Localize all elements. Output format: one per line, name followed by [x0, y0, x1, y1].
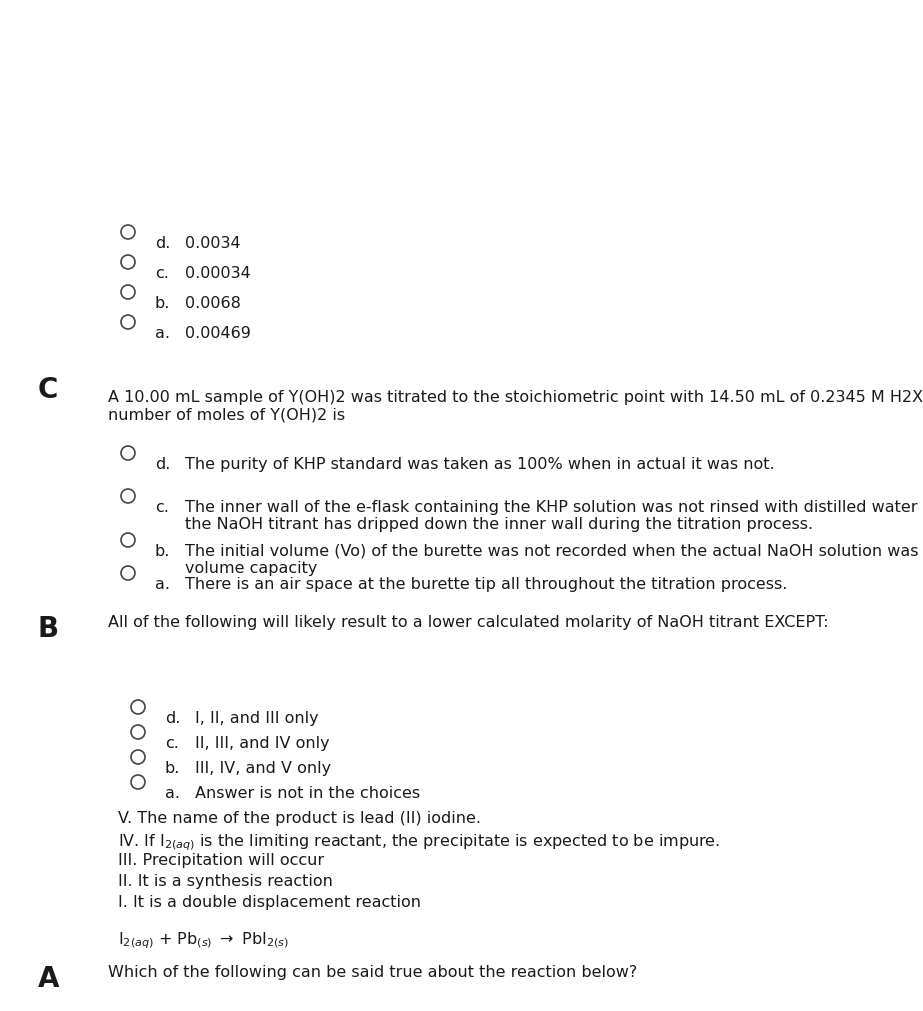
Text: a.: a. — [155, 577, 170, 592]
Text: Which of the following can be said true about the reaction below?: Which of the following can be said true … — [108, 966, 637, 980]
Text: III, IV, and V only: III, IV, and V only — [195, 761, 331, 776]
Text: All of the following will likely result to a lower calculated molarity of NaOH t: All of the following will likely result … — [108, 615, 829, 630]
Text: 0.00034: 0.00034 — [185, 266, 251, 281]
Text: b.: b. — [155, 544, 171, 559]
Text: 0.0034: 0.0034 — [185, 236, 241, 251]
Text: C: C — [38, 376, 58, 404]
Text: I, II, and III only: I, II, and III only — [195, 711, 318, 726]
Text: 0.0068: 0.0068 — [185, 296, 241, 311]
Text: b.: b. — [155, 296, 171, 311]
Text: d.: d. — [165, 711, 180, 726]
Text: a.: a. — [165, 786, 180, 801]
Text: The initial volume (Vo) of the burette was not recorded when the actual NaOH sol: The initial volume (Vo) of the burette w… — [185, 544, 923, 576]
Text: Answer is not in the choices: Answer is not in the choices — [195, 786, 420, 801]
Text: a.: a. — [155, 326, 170, 341]
Text: A 10.00 mL sample of Y(OH)2 was titrated to the stoichiometric point with 14.50 : A 10.00 mL sample of Y(OH)2 was titrated… — [108, 390, 923, 423]
Text: 0.00469: 0.00469 — [185, 326, 251, 341]
Text: There is an air space at the burette tip all throughout the titration process.: There is an air space at the burette tip… — [185, 577, 787, 592]
Text: III. Precipitation will occur: III. Precipitation will occur — [118, 853, 324, 868]
Text: d.: d. — [155, 457, 171, 472]
Text: I$_{2(aq)}$ + Pb$_{(s)}$ $\rightarrow$ PbI$_{2(s)}$: I$_{2(aq)}$ + Pb$_{(s)}$ $\rightarrow$ P… — [118, 930, 289, 950]
Text: IV. If I$_{2(aq)}$ is the limiting reactant, the precipitate is expected to be i: IV. If I$_{2(aq)}$ is the limiting react… — [118, 832, 720, 852]
Text: V. The name of the product is lead (II) iodine.: V. The name of the product is lead (II) … — [118, 811, 481, 826]
Text: c.: c. — [155, 266, 169, 281]
Text: I. It is a double displacement reaction: I. It is a double displacement reaction — [118, 895, 421, 910]
Text: The purity of KHP standard was taken as 100% when in actual it was not.: The purity of KHP standard was taken as … — [185, 457, 774, 472]
Text: II. It is a synthesis reaction: II. It is a synthesis reaction — [118, 874, 333, 889]
Text: c.: c. — [165, 736, 179, 751]
Text: B: B — [38, 615, 59, 643]
Text: d.: d. — [155, 236, 171, 251]
Text: c.: c. — [155, 500, 169, 515]
Text: A: A — [38, 966, 59, 993]
Text: The inner wall of the e-flask containing the KHP solution was not rinsed with di: The inner wall of the e-flask containing… — [185, 500, 923, 533]
Text: II, III, and IV only: II, III, and IV only — [195, 736, 330, 751]
Text: b.: b. — [165, 761, 180, 776]
